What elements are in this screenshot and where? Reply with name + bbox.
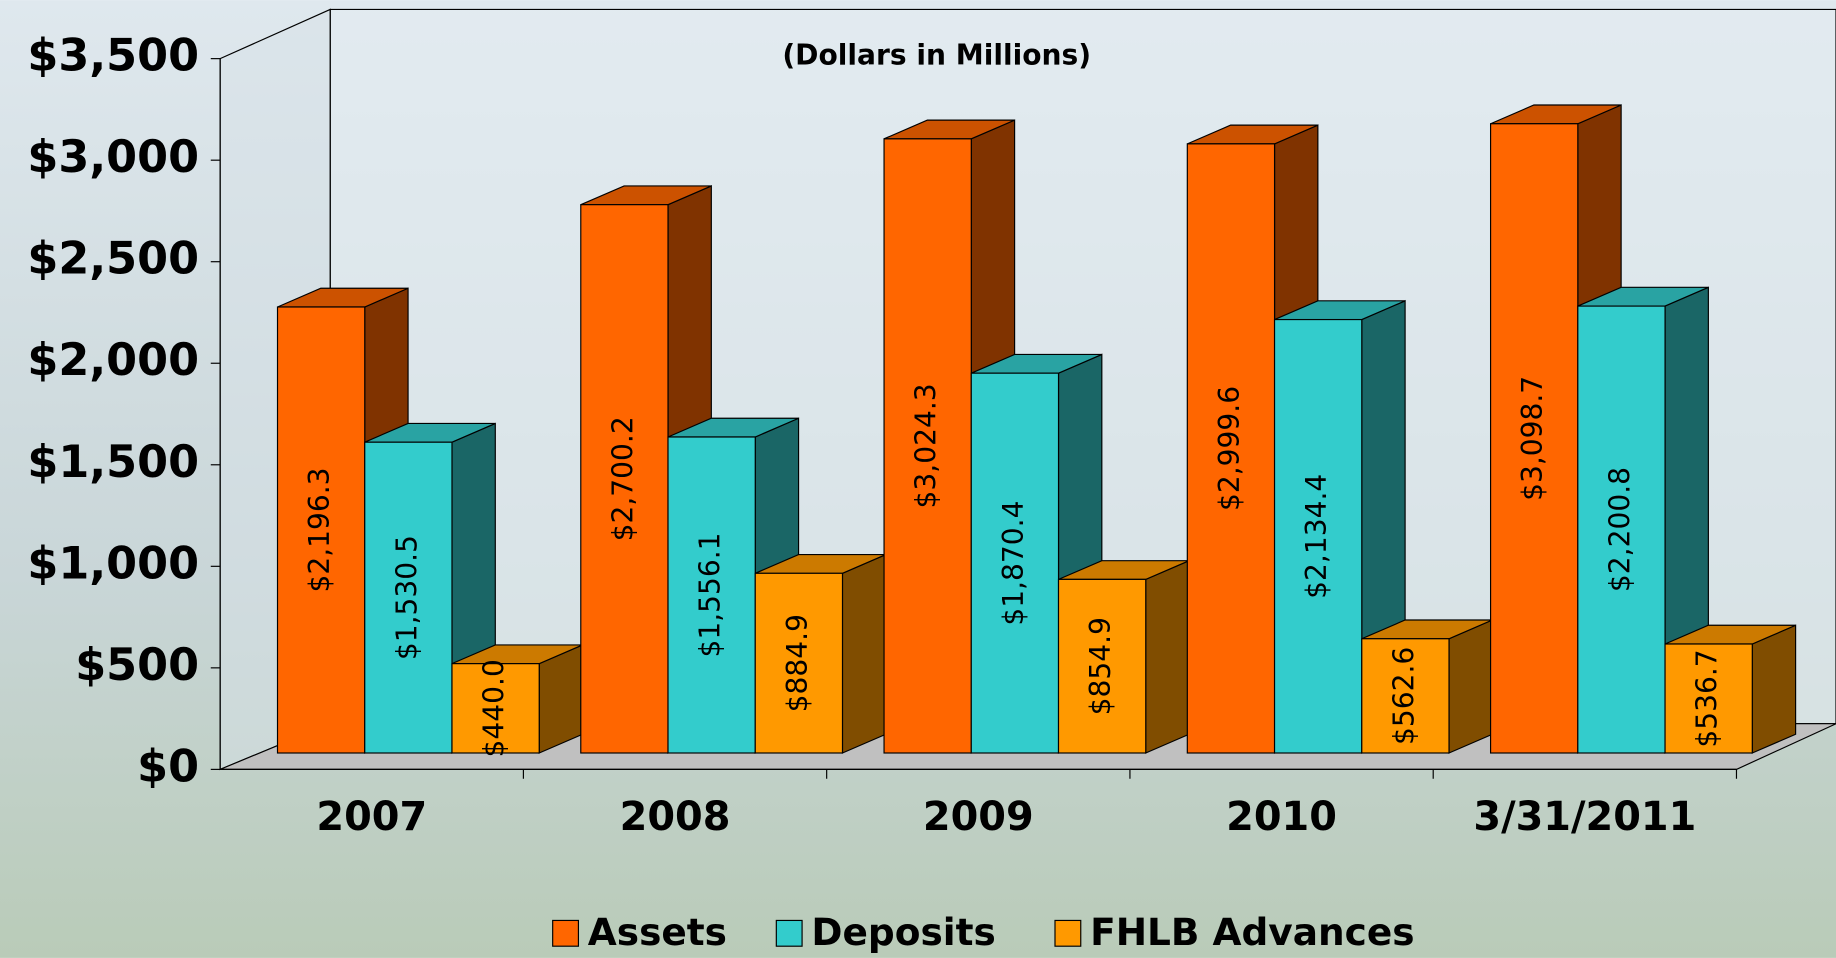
value-label: $2,999.6	[1213, 386, 1246, 511]
value-label: $1,556.1	[694, 532, 727, 657]
y-tick-label: $2,500	[27, 234, 199, 285]
legend-swatch	[1055, 920, 1081, 946]
page: {"chart_data": {"type": "bar3d", "subtit…	[0, 0, 1836, 958]
bar	[1362, 620, 1493, 753]
value-label: $2,700.2	[606, 416, 639, 541]
value-label: $1,530.5	[390, 535, 423, 660]
x-tick-label: 2010	[1226, 794, 1337, 840]
y-tick-label: $2,000	[27, 335, 199, 386]
y-tick-label: $1,500	[27, 437, 199, 488]
bar	[452, 645, 583, 753]
y-tick-label: $1,000	[27, 538, 199, 589]
x-tick-label: 3/31/2011	[1473, 794, 1696, 840]
legend-label: Assets	[588, 910, 727, 954]
bar	[1665, 625, 1796, 753]
legend-swatch	[776, 920, 802, 946]
bar	[1059, 561, 1190, 753]
y-tick-label: $3,500	[27, 31, 199, 82]
value-label: $854.9	[1084, 617, 1117, 715]
legend-swatch	[553, 920, 579, 946]
y-tick-label: $3,000	[27, 132, 199, 183]
bar-side	[1752, 625, 1795, 753]
bar-side	[1449, 620, 1492, 753]
value-label: $884.9	[781, 614, 814, 712]
legend-label: FHLB Advances	[1090, 910, 1414, 954]
value-label: $536.7	[1691, 649, 1724, 747]
bar-side	[1146, 561, 1189, 753]
bar-side	[842, 555, 885, 753]
bar	[755, 555, 886, 753]
legend-label: Deposits	[811, 910, 995, 954]
value-label: $2,134.4	[1300, 474, 1333, 599]
value-label: $3,024.3	[910, 383, 943, 508]
subtitle: (Dollars in Millions)	[782, 38, 1091, 71]
value-label: $440.0	[478, 659, 511, 757]
x-tick-label: 2008	[620, 794, 731, 840]
value-label: $2,200.8	[1603, 467, 1636, 592]
value-label: $562.6	[1387, 647, 1420, 745]
chart: (Dollars in Millions) $0 $500 $1,000 $1,500…	[0, 0, 1836, 958]
x-tick-label: 2009	[923, 794, 1034, 840]
value-label: $3,098.7	[1516, 376, 1549, 501]
value-label: $1,870.4	[997, 501, 1030, 626]
y-tick-label: $500	[75, 640, 199, 691]
y-tick-label: $0	[137, 741, 199, 792]
value-label: $2,196.3	[303, 467, 336, 592]
x-tick-label: 2007	[316, 794, 427, 840]
